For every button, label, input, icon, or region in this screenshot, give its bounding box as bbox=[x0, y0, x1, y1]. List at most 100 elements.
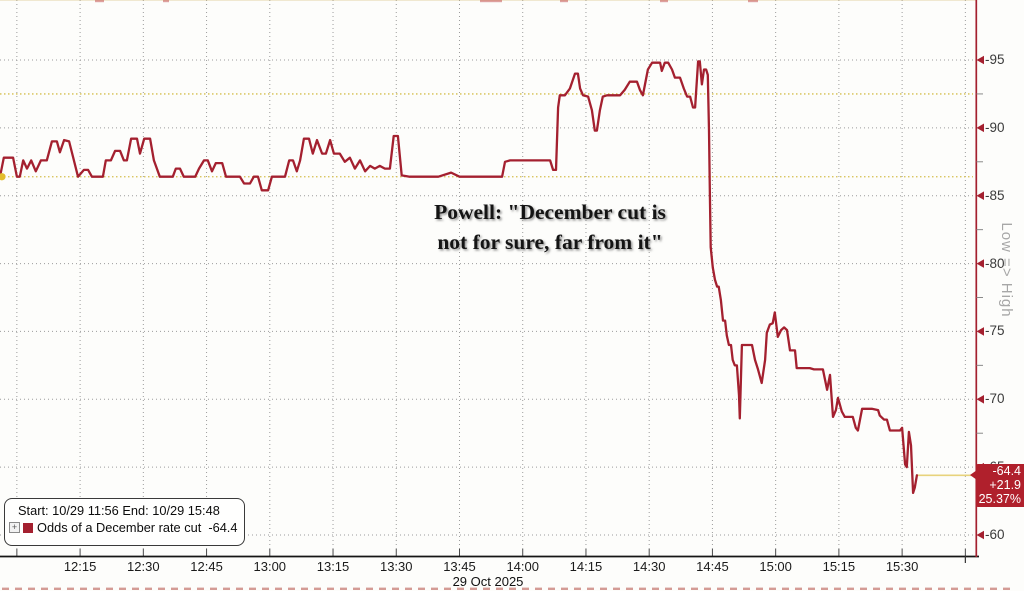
y-tick-label: -80 bbox=[985, 255, 1005, 271]
bottom-edge-mark bbox=[405, 587, 412, 590]
x-tick-label: 13:30 bbox=[379, 559, 413, 574]
series-start-marker bbox=[0, 173, 6, 181]
bottom-edge-mark bbox=[977, 587, 984, 590]
y-tick-arrow bbox=[976, 191, 984, 201]
y-tick-arrow bbox=[976, 55, 984, 65]
legend-series-label[interactable]: Odds of a December rate cut bbox=[37, 520, 202, 535]
bottom-edge-mark bbox=[951, 587, 958, 590]
x-tick-label: 14:00 bbox=[506, 559, 539, 574]
bottom-edge-mark bbox=[15, 587, 22, 590]
bottom-edge-mark bbox=[704, 587, 711, 590]
bottom-edge-mark bbox=[756, 587, 763, 590]
powell-quote-annotation: Powell: "December cut is not for sure, f… bbox=[372, 197, 728, 257]
bottom-edge-mark bbox=[964, 587, 971, 590]
last-price-change: +21.9 bbox=[989, 478, 1021, 493]
top-edge-mark bbox=[95, 0, 104, 3]
price-line bbox=[0, 60, 919, 495]
bottom-edge-mark bbox=[665, 587, 672, 590]
bottom-edge-mark bbox=[431, 587, 438, 590]
bottom-edge-mark bbox=[275, 587, 282, 590]
bottom-edge-mark bbox=[691, 587, 698, 590]
bottom-edge-mark bbox=[743, 587, 750, 590]
bottom-edge-mark bbox=[106, 587, 113, 590]
bottom-edge-mark bbox=[93, 587, 100, 590]
legend-expand-icon[interactable]: + bbox=[9, 522, 20, 533]
bottom-edge-mark bbox=[171, 587, 178, 590]
bottom-edge-mark bbox=[340, 587, 347, 590]
bottom-edge-mark bbox=[327, 587, 334, 590]
top-edge-mark bbox=[748, 0, 758, 3]
bottom-edge-mark bbox=[119, 587, 126, 590]
bottom-edge-mark bbox=[938, 587, 945, 590]
annotation-line-2: not for sure, far from it" bbox=[437, 230, 663, 254]
bottom-edge-mark bbox=[418, 587, 425, 590]
bottom-edge-mark bbox=[860, 587, 867, 590]
bottom-edge-mark bbox=[132, 587, 139, 590]
bottom-edge-mark bbox=[899, 587, 906, 590]
y-tick-label: -95 bbox=[985, 52, 1005, 67]
top-edge-mark bbox=[480, 0, 502, 3]
bottom-edge-mark bbox=[145, 587, 152, 590]
top-edge-mark bbox=[560, 0, 568, 3]
bottom-edge-mark bbox=[561, 587, 568, 590]
x-tick-label: 12:30 bbox=[127, 559, 160, 574]
bottom-edge-mark bbox=[600, 587, 607, 590]
bottom-edge-mark bbox=[587, 587, 594, 590]
bottom-edge-mark bbox=[847, 587, 854, 590]
y-tick-label: -70 bbox=[985, 391, 1005, 407]
x-tick-label: 13:00 bbox=[253, 559, 287, 574]
bottom-edge-mark bbox=[808, 587, 815, 590]
top-edge-mark bbox=[163, 0, 169, 3]
x-tick-label: 12:15 bbox=[63, 559, 97, 574]
bottom-edge-mark bbox=[795, 587, 802, 590]
bottom-edge-mark bbox=[249, 587, 256, 590]
bottom-edge-mark bbox=[223, 587, 230, 590]
x-tick-label: 14:45 bbox=[696, 559, 729, 574]
bottom-edge-mark bbox=[509, 587, 516, 590]
last-price-change-pct: 25.37% bbox=[978, 492, 1021, 507]
bottom-edge-mark bbox=[262, 587, 269, 590]
bottom-edge-mark bbox=[28, 587, 35, 590]
x-tick-label: 15:00 bbox=[759, 559, 792, 574]
x-tick-label: 14:15 bbox=[569, 559, 603, 574]
bottom-edge-mark bbox=[54, 587, 61, 590]
bottom-edge-mark bbox=[288, 587, 295, 590]
x-tick-label: 15:30 bbox=[885, 559, 919, 574]
bottom-edge-mark bbox=[2, 587, 9, 590]
top-edge-mark bbox=[660, 0, 668, 3]
legend-series-row[interactable]: + Odds of a December rate cut -64.4 bbox=[5, 518, 244, 535]
y-tick-label: -75 bbox=[985, 323, 1005, 339]
bottom-edge-mark bbox=[925, 587, 932, 590]
x-axis-date-label: 29 Oct 2025 bbox=[452, 574, 524, 589]
bottom-edge-mark bbox=[353, 587, 360, 590]
last-price-value: -64.4 bbox=[992, 464, 1022, 478]
bottom-edge-mark bbox=[834, 587, 841, 590]
bottom-edge-mark bbox=[236, 587, 243, 590]
bottom-edge-mark bbox=[444, 587, 451, 590]
bottom-edge-mark bbox=[990, 587, 997, 590]
bottom-edge-mark bbox=[470, 587, 477, 590]
bottom-edge-mark bbox=[379, 587, 386, 590]
legend-series-swatch bbox=[23, 522, 33, 533]
bottom-edge-mark bbox=[392, 587, 399, 590]
bottom-edge-mark bbox=[80, 587, 87, 590]
bottom-edge-mark bbox=[821, 587, 828, 590]
bottom-edge-mark bbox=[496, 587, 503, 590]
annotation-line-1: Powell: "December cut is bbox=[434, 200, 666, 224]
y-tick-arrow bbox=[976, 327, 984, 336]
bottom-edge-mark bbox=[613, 587, 620, 590]
bottom-edge-mark bbox=[678, 587, 685, 590]
last-price-tag-background bbox=[976, 464, 1024, 507]
x-tick-label: 15:15 bbox=[822, 559, 856, 574]
bottom-edge-mark bbox=[314, 587, 321, 590]
x-tick-label: 13:45 bbox=[443, 559, 476, 574]
bottom-edge-mark bbox=[301, 587, 308, 590]
last-price-tag-pointer bbox=[969, 470, 977, 480]
bottom-edge-mark bbox=[574, 587, 581, 590]
bottom-edge-mark bbox=[483, 587, 490, 590]
bottom-edge-mark bbox=[782, 587, 789, 590]
bottom-edge-mark bbox=[873, 587, 880, 590]
bottom-edge-mark bbox=[210, 587, 217, 590]
